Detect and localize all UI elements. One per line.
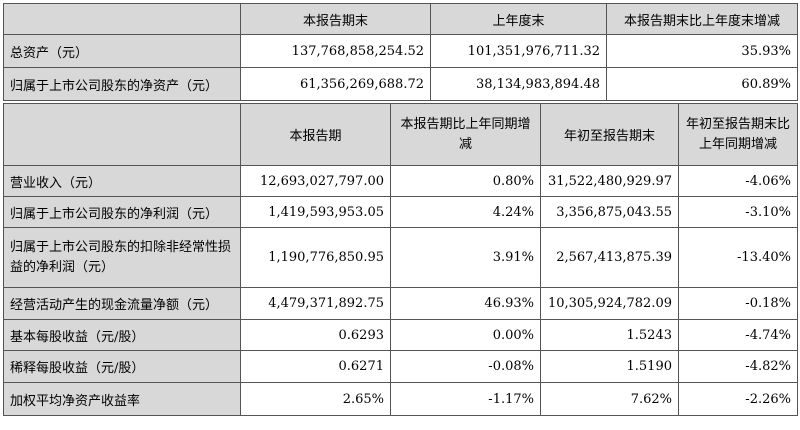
cell-value: 137,768,858,254.52	[240, 34, 431, 68]
header-blank	[3, 103, 241, 166]
cell-value: 3.91%	[390, 227, 541, 288]
row-label: 加权平均净资产收益率	[3, 382, 241, 416]
cell-value: 12,693,027,797.00	[240, 165, 391, 197]
cell-value: -2.26%	[678, 382, 798, 416]
cell-value: 1.5243	[540, 319, 679, 351]
table-row: 基本每股收益（元/股） 0.6293 0.00% 1.5243 -4.74%	[3, 319, 798, 351]
header-blank	[3, 3, 241, 35]
table-row: 总资产（元） 137,768,858,254.52 101,351,976,71…	[3, 34, 798, 68]
cell-value: -4.82%	[678, 350, 798, 383]
cell-value: 1,190,776,850.95	[240, 227, 391, 288]
cell-value: 0.80%	[390, 165, 541, 197]
row-label: 经营活动产生的现金流量净额（元）	[3, 287, 241, 320]
cell-value: 101,351,976,711.32	[430, 34, 607, 68]
cell-value: 1.5190	[540, 350, 679, 383]
cell-value: 0.6293	[240, 319, 391, 351]
cell-value: 2.65%	[240, 382, 391, 416]
cell-value: 3,356,875,043.55	[540, 196, 679, 228]
cell-value: 38,134,983,894.48	[430, 67, 607, 101]
row-label: 稀释每股收益（元/股）	[3, 350, 241, 383]
header-period-end: 本报告期末	[240, 3, 431, 35]
table-header-row: 本报告期 本报告期比上年同期增减 年初至报告期末 年初至报告期末比上年同期增减	[3, 103, 798, 166]
balance-summary-table: 本报告期末 上年度末 本报告期末比上年度末增减 总资产（元） 137,768,8…	[3, 3, 798, 101]
cell-value: 2,567,413,875.39	[540, 227, 679, 288]
table-row: 归属于上市公司股东的净利润（元） 1,419,593,953.05 4.24% …	[3, 196, 798, 228]
header-ytd-change: 年初至报告期末比上年同期增减	[678, 103, 798, 166]
cell-value: -3.10%	[678, 196, 798, 228]
header-ytd: 年初至报告期末	[540, 103, 679, 166]
cell-value: 31,522,480,929.97	[540, 165, 679, 197]
table-row: 经营活动产生的现金流量净额（元） 4,479,371,892.75 46.93%…	[3, 287, 798, 320]
cell-value: 0.00%	[390, 319, 541, 351]
table-row: 营业收入（元） 12,693,027,797.00 0.80% 31,522,4…	[3, 165, 798, 197]
table-row: 加权平均净资产收益率 2.65% -1.17% 7.62% -2.26%	[3, 382, 798, 416]
cell-value: -0.08%	[390, 350, 541, 383]
table-header-row: 本报告期末 上年度末 本报告期末比上年度末增减	[3, 3, 798, 35]
row-label: 营业收入（元）	[3, 165, 241, 197]
cell-value: -4.06%	[678, 165, 798, 197]
row-label: 归属于上市公司股东的净利润（元）	[3, 196, 241, 228]
header-current-period: 本报告期	[240, 103, 391, 166]
cell-value: 7.62%	[540, 382, 679, 416]
cell-value: 61,356,269,688.72	[240, 67, 431, 101]
cell-value: 35.93%	[606, 34, 798, 68]
row-label: 总资产（元）	[3, 34, 241, 68]
income-summary-table: 本报告期 本报告期比上年同期增减 年初至报告期末 年初至报告期末比上年同期增减 …	[3, 103, 798, 416]
cell-value: -1.17%	[390, 382, 541, 416]
header-prior-year-end: 上年度末	[430, 3, 607, 35]
cell-value: -0.18%	[678, 287, 798, 320]
cell-value: -13.40%	[678, 227, 798, 288]
table-row: 归属于上市公司股东的扣除非经常性损益的净利润（元） 1,190,776,850.…	[3, 227, 798, 288]
row-label: 基本每股收益（元/股）	[3, 319, 241, 351]
header-change: 本报告期末比上年度末增减	[606, 3, 798, 35]
cell-value: -4.74%	[678, 319, 798, 351]
row-label: 归属于上市公司股东的净资产（元）	[3, 67, 241, 101]
header-period-change: 本报告期比上年同期增减	[390, 103, 541, 166]
cell-value: 1,419,593,953.05	[240, 196, 391, 228]
cell-value: 60.89%	[606, 67, 798, 101]
cell-value: 10,305,924,782.09	[540, 287, 679, 320]
row-label: 归属于上市公司股东的扣除非经常性损益的净利润（元）	[3, 227, 241, 288]
cell-value: 4,479,371,892.75	[240, 287, 391, 320]
table-row: 归属于上市公司股东的净资产（元） 61,356,269,688.72 38,13…	[3, 67, 798, 101]
cell-value: 0.6271	[240, 350, 391, 383]
table-row: 稀释每股收益（元/股） 0.6271 -0.08% 1.5190 -4.82%	[3, 350, 798, 383]
cell-value: 46.93%	[390, 287, 541, 320]
cell-value: 4.24%	[390, 196, 541, 228]
